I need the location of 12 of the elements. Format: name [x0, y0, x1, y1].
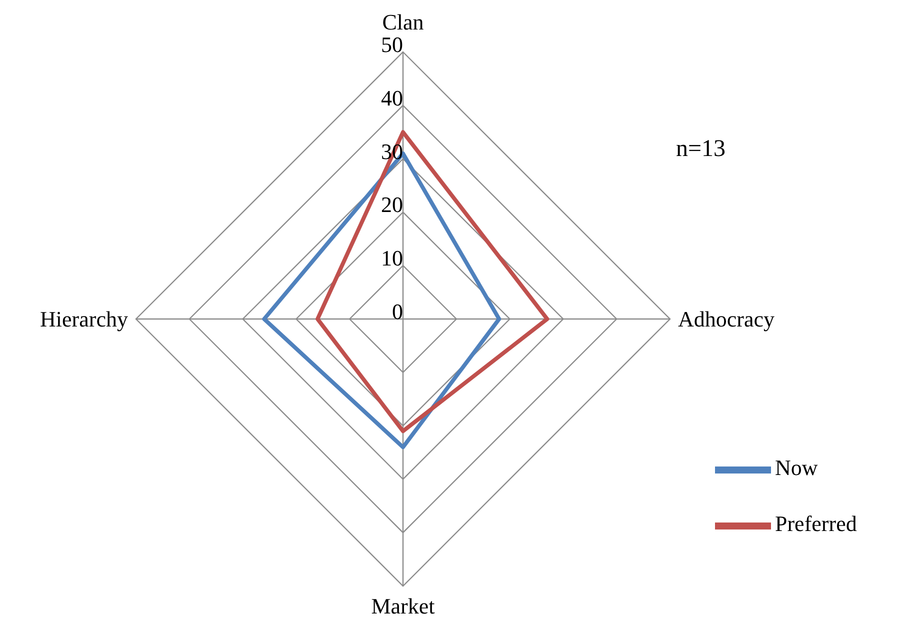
spoke-label: Clan — [382, 10, 424, 34]
y-tick-label: 20 — [381, 192, 403, 218]
y-tick-label: 40 — [381, 85, 403, 110]
spoke-label: Market — [371, 594, 435, 618]
spoke-label: Adhocracy — [678, 306, 775, 332]
y-tick-label: 10 — [381, 246, 403, 271]
legend-label: Preferred — [775, 511, 857, 536]
text: n=13 — [676, 136, 726, 163]
spoke-label: Hierarchy — [40, 306, 128, 332]
y-tick-label: 50 — [381, 32, 403, 57]
y-tick-label: 0 — [392, 299, 403, 324]
legend-label: Now — [775, 455, 818, 480]
